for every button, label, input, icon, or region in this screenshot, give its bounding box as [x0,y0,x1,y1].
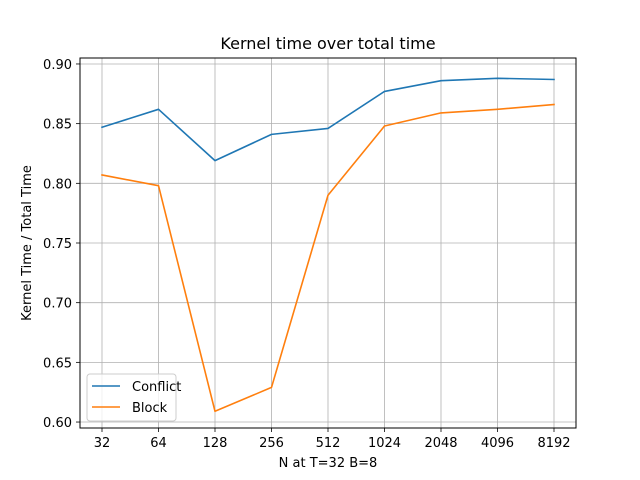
chart-title: Kernel time over total time [220,34,435,53]
x-tick-label: 128 [203,436,228,451]
legend-label-block: Block [132,401,168,416]
x-tick-label: 64 [150,436,167,451]
x-tick-label: 32 [94,436,111,451]
series-line-block [101,103,555,413]
axis-ticks: 32 64 128 256 512 1024 2048 4096 8192 0.60 0.65 0.7… [43,58,571,451]
x-tick-label: 512 [316,436,341,451]
y-tick-label: 0.60 [43,416,72,431]
x-tick-label: 256 [259,436,284,451]
y-tick-label: 0.65 [43,356,72,371]
legend-label-conflict: Conflict [132,380,181,395]
series-line-conflict [100,77,555,162]
y-tick-label: 0.70 [43,297,72,312]
grid [80,58,576,428]
series-lines [100,77,555,413]
y-axis-title: Kernel Time / Total Time [20,165,35,321]
y-tick-label: 0.85 [43,118,72,133]
y-tick-label: 0.80 [43,177,72,192]
x-tick-label: 2048 [424,436,457,451]
x-tick-label: 8192 [537,436,570,451]
x-tick-label: 1024 [368,436,401,451]
y-tick-label: 0.75 [43,237,72,252]
legend: Conflict Block [86,373,181,422]
x-axis-title: N at T=32 B=8 [279,456,378,471]
x-tick-label: 4096 [481,436,514,451]
y-tick-label: 0.90 [43,58,72,73]
